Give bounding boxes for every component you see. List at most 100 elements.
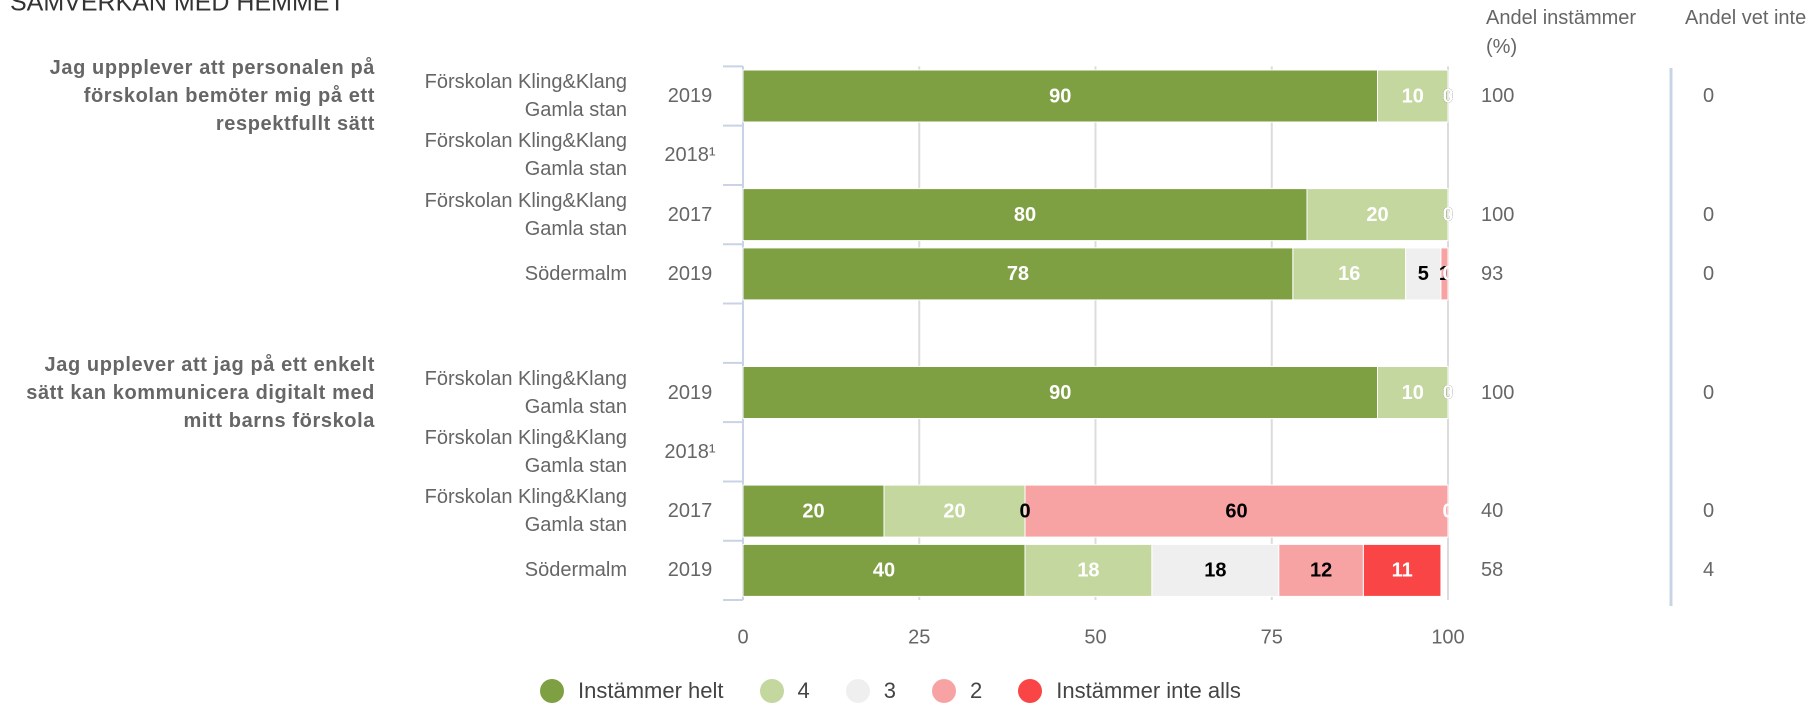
legend-label: 3 <box>883 678 896 703</box>
bar-segment <box>1292 247 1407 301</box>
data-label: 0 <box>1442 382 1453 404</box>
unit-label: Förskolan Kling&Klang Gamla stan <box>424 486 627 537</box>
dont-know-value: 0 <box>1703 262 1715 285</box>
year-label: 2017 <box>667 500 713 523</box>
unit-label: Förskolan Kling&Klang Gamla stan <box>424 130 627 181</box>
unit-label: Förskolan Kling&Klang Gamla stan <box>424 426 627 477</box>
bar-segment <box>1024 484 1449 538</box>
data-label: 20 <box>802 500 824 522</box>
legend-label: 4 <box>797 678 810 703</box>
question-label: Jag uppplever att personalen på förskola… <box>49 57 375 135</box>
legend-swatch <box>932 679 956 703</box>
year-label: 2018¹ <box>664 440 716 463</box>
dont-know-value: 0 <box>1703 500 1715 523</box>
dont-know-header: Andel vet inte (%) <box>1685 7 1810 29</box>
bar-segment <box>1278 543 1364 597</box>
legend-swatch <box>845 679 870 703</box>
year-label: 2019 <box>667 559 713 582</box>
bar-segment <box>883 484 1026 538</box>
data-label: 78 <box>1007 263 1029 285</box>
legend-item: 3 <box>845 678 896 704</box>
data-label: 10 <box>1402 85 1424 107</box>
unit-label: Förskolan Kling&Klang Gamla stan <box>424 367 627 418</box>
x-tick-label: 100 <box>1431 626 1464 648</box>
data-label: 0 <box>1442 85 1453 107</box>
data-label: 0 <box>1442 204 1453 226</box>
agree-value: 100 <box>1481 203 1515 226</box>
year-label: 2017 <box>667 203 713 226</box>
bar-segment <box>1405 247 1442 301</box>
bar-segment <box>742 247 1294 301</box>
year-label: 2018¹ <box>664 144 716 167</box>
bar-segment <box>1377 366 1449 419</box>
legend: Instämmer helt 4 3 2 Instämmer inte alls <box>540 678 1277 704</box>
agree-value: 40 <box>1481 500 1504 523</box>
chart-title: SAMVERKAN MED HEMMET <box>10 0 345 17</box>
legend-swatch <box>540 679 564 703</box>
data-label: 0 <box>1442 204 1453 226</box>
data-label: 0 <box>1442 500 1453 522</box>
data-label: 0 <box>1442 85 1453 107</box>
bar-segment <box>1306 188 1449 242</box>
unit-label: Förskolan Kling&Klang Gamla stan <box>424 71 627 121</box>
bar-segment <box>1377 69 1449 123</box>
question-label: Jag upplever att jag på ett enkelt sätt … <box>26 353 375 432</box>
legend-swatch <box>759 679 784 703</box>
x-tick-label: 75 <box>1261 626 1283 648</box>
bar-segment <box>742 69 1378 123</box>
legend-item: Instämmer helt <box>540 678 724 704</box>
legend-item: Instämmer inte alls <box>1018 678 1241 704</box>
agree-value: 93 <box>1481 262 1504 285</box>
data-label: 90 <box>1049 382 1071 404</box>
unit-label: Södermalm <box>524 559 627 582</box>
bar-segment <box>742 484 885 538</box>
x-tick-label: 50 <box>1084 626 1106 648</box>
data-label: 90 <box>1049 85 1071 107</box>
legend-swatch <box>1018 679 1043 703</box>
data-label: 0 <box>1442 85 1453 107</box>
year-label: 2019 <box>667 85 713 107</box>
data-label: 18 <box>1204 560 1226 582</box>
data-label: 20 <box>1366 204 1388 226</box>
data-label: 10 <box>1402 382 1424 404</box>
bar-segment <box>1024 543 1153 597</box>
year-label: 2019 <box>667 381 713 404</box>
dont-know-value: 0 <box>1703 381 1715 404</box>
agree-value: 58 <box>1481 559 1504 582</box>
bar-segment <box>742 543 1026 597</box>
bar-segment <box>1362 543 1442 597</box>
bar-segment <box>1440 247 1449 301</box>
data-label: 1 <box>1439 263 1450 285</box>
data-label: 0 <box>1019 500 1030 522</box>
data-label: 16 <box>1338 263 1360 285</box>
legend-item: 2 <box>932 678 982 704</box>
agree-header: Andel instämmer (%) <box>1486 7 1637 58</box>
dont-know-value: 4 <box>1703 559 1715 582</box>
year-label: 2019 <box>667 262 713 285</box>
data-label: 18 <box>1077 560 1099 582</box>
bar-segment <box>742 366 1378 419</box>
data-label: 20 <box>943 500 965 522</box>
legend-label: 2 <box>970 678 983 703</box>
legend-label: Instämmer helt <box>578 678 724 703</box>
unit-label: Södermalm <box>524 262 627 285</box>
data-label: 0 <box>1442 382 1453 404</box>
data-label: 0 <box>1442 204 1453 226</box>
dont-know-value: 0 <box>1703 203 1715 226</box>
legend-item: 4 <box>759 678 810 704</box>
data-label: 60 <box>1225 500 1247 522</box>
legend-label: Instämmer inte alls <box>1056 678 1241 703</box>
data-label: 0 <box>1442 382 1453 404</box>
agree-value: 100 <box>1481 381 1515 404</box>
bar-segment <box>1151 543 1280 597</box>
data-label: 11 <box>1392 560 1413 582</box>
data-label: 5 <box>1418 263 1429 285</box>
x-tick-label: 0 <box>737 626 748 648</box>
data-label: 0 <box>1442 263 1453 285</box>
x-tick-label: 25 <box>908 626 930 648</box>
data-label: 12 <box>1310 560 1332 582</box>
data-label: 40 <box>873 560 895 582</box>
bar-segment <box>742 188 1308 242</box>
